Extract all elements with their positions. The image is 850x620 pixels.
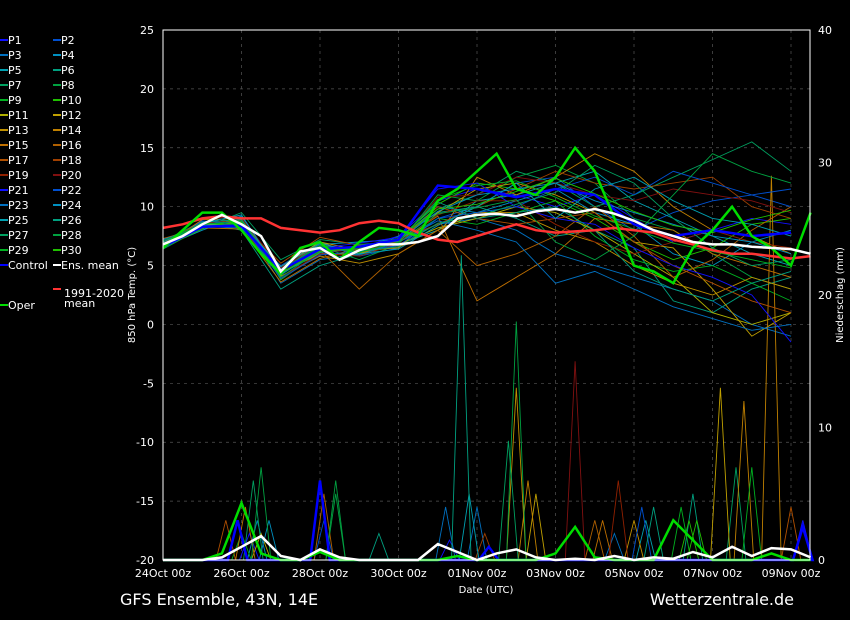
legend-p28-label: P28 [61, 229, 82, 242]
legend-p7-label: P7 [8, 79, 22, 92]
legend-p16-label: P16 [61, 139, 82, 152]
member-temp-line-p28 [162, 153, 792, 278]
member-temp-line-p25 [162, 176, 792, 268]
legend-p2-label: P2 [61, 34, 75, 47]
x-tick-label: 07Nov 00z [683, 567, 742, 580]
y-tick-label: 15 [140, 142, 154, 155]
legend-p14-label: P14 [61, 124, 82, 137]
y-tick-label: 10 [140, 201, 154, 214]
y-tick-label: 25 [140, 24, 154, 37]
control-temp-line [162, 184, 792, 272]
y-tick-label: 20 [140, 83, 154, 96]
legend-ens-mean-label: Ens. mean [61, 259, 119, 272]
legend-p9-label: P9 [8, 94, 22, 107]
y-tick-label: -15 [136, 495, 154, 508]
legend-p10-label: P10 [61, 94, 82, 107]
member-precip-line-p26 [163, 255, 811, 561]
chart-title: San Benedetto del Tronto (IT) 850 hPa Te… [62, 2, 809, 22]
legend-p23-label: P23 [8, 199, 29, 212]
control-precip-line [163, 480, 815, 562]
y2-axis-label: Niederschlag (mm) [835, 247, 846, 343]
legend-p3-label: P3 [8, 49, 22, 62]
oper-temp-line [162, 145, 812, 285]
member-precip-line-p14 [163, 175, 811, 561]
y-tick-label: -20 [136, 554, 154, 567]
legend-p5-label: P5 [8, 64, 22, 77]
x-tick-label: 05Nov 00z [605, 567, 664, 580]
y2-tick-label: 40 [818, 24, 832, 37]
y2-tick-label: 0 [818, 554, 825, 567]
x-tick-label: 24Oct 00z [135, 567, 192, 580]
legend-p29-label: P29 [8, 244, 29, 257]
footer-source: Wetterzentrale.de [650, 590, 794, 609]
series-layer [162, 141, 815, 562]
x-tick-label: 01Nov 00z [448, 567, 507, 580]
legend-p19-label: P19 [8, 169, 29, 182]
legend-p27-label: P27 [8, 229, 29, 242]
axis-ticks: 25 20 15 10 5 0 -5 -10 -15 -20 40 30 20 10 0 24Oct 00z 2… [135, 24, 832, 580]
legend-p18-label: P18 [61, 154, 82, 167]
climate-mean-line [162, 214, 811, 260]
y-axis-label: 850 hPa Temp. (°C) [127, 247, 138, 343]
y2-tick-label: 10 [818, 422, 832, 435]
legend-p21-label: P21 [8, 184, 29, 197]
y-tick-label: 0 [147, 318, 154, 331]
x-tick-label: 03Nov 00z [526, 567, 585, 580]
legend-p11-label: P11 [8, 109, 29, 122]
legend-clim-label-line1: 1991-2020 [64, 287, 124, 300]
plot-frame [162, 29, 811, 561]
y-tick-label: 5 [147, 260, 154, 273]
x-tick-label: 28Oct 00z [292, 567, 349, 580]
legend: P1 P2 P3 P4 P5 P6 P7 P8 P9 P10 P11 P12 P13 P14 P15 P16 P… [0, 34, 124, 312]
x-axis-label: Date (UTC) [459, 585, 514, 596]
x-tick-label: 09Nov 00z [762, 567, 821, 580]
legend-p22-label: P22 [61, 184, 82, 197]
y2-tick-label: 30 [818, 157, 832, 170]
legend-p1-label: P1 [8, 34, 22, 47]
legend-p4-label: P4 [61, 49, 75, 62]
member-temp-line-p26 [162, 201, 792, 302]
legend-p26-label: P26 [61, 214, 82, 227]
legend-p25-label: P25 [8, 214, 29, 227]
legend-p15-label: P15 [8, 139, 29, 152]
legend-oper-label: Oper [8, 299, 35, 312]
legend-p12-label: P12 [61, 109, 82, 122]
footer-model-info: GFS Ensemble, 43N, 14E [120, 590, 318, 609]
ens-mean-temp-line [162, 207, 811, 274]
y-tick-label: -5 [143, 377, 154, 390]
x-tick-label: 30Oct 00z [370, 567, 427, 580]
legend-p24-label: P24 [61, 199, 82, 212]
x-tick-label: 26Oct 00z [213, 567, 270, 580]
legend-p17-label: P17 [8, 154, 29, 167]
legend-p20-label: P20 [61, 169, 82, 182]
legend-control-label: Control [8, 259, 48, 272]
y-tick-label: -10 [136, 436, 154, 449]
legend-clim-label-line2: mean [64, 297, 95, 310]
member-precip-line-p28 [163, 321, 811, 561]
y2-tick-label: 20 [818, 289, 832, 302]
legend-p8-label: P8 [61, 79, 75, 92]
legend-p30-label: P30 [61, 244, 82, 257]
legend-p13-label: P13 [8, 124, 29, 137]
member-precip-line-p27 [163, 440, 811, 561]
member-precip-line-p20 [163, 361, 811, 561]
legend-p6-label: P6 [61, 64, 75, 77]
ens-mean-precip-line [163, 534, 812, 562]
